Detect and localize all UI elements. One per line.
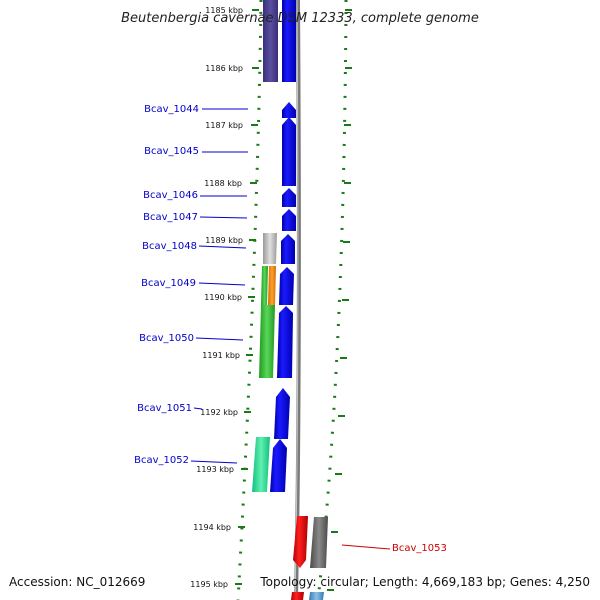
feature-block-green-large bbox=[259, 305, 275, 378]
tick-label: 1185 kbp bbox=[205, 6, 243, 15]
gene-arrow-bottom-red bbox=[291, 592, 304, 600]
tick-label: 1194 kbp bbox=[193, 523, 231, 532]
feature-block-green bbox=[261, 266, 268, 305]
gene-arrow-bcav-1047 bbox=[282, 209, 296, 231]
genome-backbone-highlight bbox=[294, 0, 299, 600]
tick-label: 1190 kbp bbox=[204, 293, 242, 302]
tick-label: 1191 kbp bbox=[202, 351, 240, 360]
gene-label-bcav-1045[interactable]: Bcav_1045 bbox=[144, 146, 199, 157]
gene-label-bcav-1046[interactable]: Bcav_1046 bbox=[143, 190, 198, 201]
feature-block-navy bbox=[263, 0, 278, 82]
tick-label: 1186 kbp bbox=[205, 64, 243, 73]
gene-label-bcav-1044[interactable]: Bcav_1044 bbox=[144, 104, 199, 115]
feature-track bbox=[252, 0, 278, 492]
gene-arrow-bcav-1049 bbox=[279, 267, 294, 305]
tick-label: 1187 kbp bbox=[205, 121, 243, 130]
feature-block-mint bbox=[252, 437, 270, 492]
dotted-track-right bbox=[316, 0, 348, 600]
tick-label: 1192 kbp bbox=[200, 408, 238, 417]
map-title: Beutenbergia cavernae DSM 12333, complet… bbox=[121, 11, 479, 26]
gene-label-bcav-1050[interactable]: Bcav_1050 bbox=[139, 333, 194, 344]
tick-label: 1195 kbp bbox=[190, 580, 228, 589]
gene-arrow-bcav-1045 bbox=[282, 117, 296, 186]
feature-block-orange bbox=[268, 266, 276, 305]
gene-arrow-bcav-1048 bbox=[281, 234, 295, 264]
gene-track bbox=[270, 0, 296, 492]
accession-label: Accession: NC_012669 bbox=[9, 575, 145, 589]
gene-arrow-bcav-1052 bbox=[270, 439, 287, 492]
gene-label-bcav-1047[interactable]: Bcav_1047 bbox=[143, 212, 198, 223]
tick-label: 1188 kbp bbox=[204, 179, 242, 188]
gene-arrow-bcav-1046 bbox=[282, 188, 296, 207]
tick-label: 1189 kbp bbox=[205, 236, 243, 245]
gene-arrow-bcav-1053 bbox=[293, 516, 308, 568]
feature-block-lightblue bbox=[309, 592, 324, 600]
gene-label-bcav-1048[interactable]: Bcav_1048 bbox=[142, 241, 197, 252]
gene-arrow-bcav-1051 bbox=[274, 388, 290, 439]
tick-label: 1193 kbp bbox=[196, 465, 234, 474]
ruler-ticks bbox=[235, 9, 352, 591]
gene-labels: Bcav_1044 Bcav_1045 Bcav_1046 Bcav_1047 … bbox=[134, 104, 447, 554]
genome-backbone bbox=[294, 0, 301, 600]
ruler-labels: 1185 kbp 1186 kbp 1187 kbp 1188 kbp 1189… bbox=[190, 6, 243, 589]
topology-label: Topology: circular; Length: 4,669,183 bp… bbox=[259, 575, 590, 589]
gene-arrow-bcav-1050 bbox=[277, 306, 293, 378]
gene-arrow-bcav-1044 bbox=[282, 102, 296, 118]
feature-block-dark bbox=[310, 517, 328, 568]
gene-arrow-previous bbox=[282, 0, 296, 82]
gene-label-bcav-1049[interactable]: Bcav_1049 bbox=[141, 278, 196, 289]
feature-block-gray bbox=[263, 233, 277, 264]
label-connectors bbox=[190, 108, 391, 550]
reverse-gene-track bbox=[291, 516, 328, 600]
gene-label-bcav-1053[interactable]: Bcav_1053 bbox=[392, 543, 447, 554]
gene-label-bcav-1052[interactable]: Bcav_1052 bbox=[134, 455, 189, 466]
gene-label-bcav-1051[interactable]: Bcav_1051 bbox=[137, 403, 192, 414]
